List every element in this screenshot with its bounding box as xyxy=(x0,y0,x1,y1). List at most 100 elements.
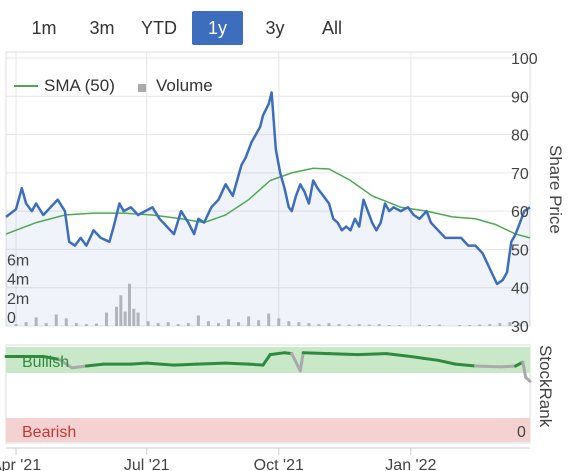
volume-bar xyxy=(478,324,482,326)
volume-bar xyxy=(518,323,522,326)
volume-bar xyxy=(417,324,421,326)
range-button-3m[interactable]: 3m xyxy=(89,18,115,38)
volume-bar xyxy=(508,322,512,326)
volume-bar xyxy=(257,320,261,326)
stockrank-segment xyxy=(384,352,413,358)
volume-bar xyxy=(216,323,220,326)
volume-bar xyxy=(428,325,432,326)
volume-axis-ticks: 0 2m 4m 6m xyxy=(7,252,29,327)
volume-bar xyxy=(277,318,281,326)
volume-bar xyxy=(377,324,381,326)
sma-line xyxy=(5,167,531,239)
volume-tick-label: 6m xyxy=(7,252,29,269)
price-tick-label: 50 xyxy=(511,242,529,259)
price-tick-label: 80 xyxy=(511,128,529,145)
price-tick-label: 30 xyxy=(511,319,529,336)
bullish-label: Bullish xyxy=(22,354,69,371)
range-button-3y[interactable]: 3y xyxy=(265,18,285,38)
volume-bar xyxy=(458,325,462,326)
stockrank-segment xyxy=(521,360,528,379)
legend-volume-label: Volume xyxy=(156,76,213,95)
volume-bar xyxy=(247,316,251,326)
price-tick-label: 100 xyxy=(511,51,538,68)
stockrank-segment xyxy=(301,351,331,356)
stockrank-segment xyxy=(129,361,149,366)
stockrank-segment xyxy=(436,358,457,366)
stockrank-segment xyxy=(422,356,440,362)
volume-bar xyxy=(64,318,68,326)
volume-bar xyxy=(44,323,48,326)
range-button-1y[interactable]: 1y xyxy=(192,11,243,45)
price-tick-label: 60 xyxy=(511,204,529,221)
stockrank-segment xyxy=(57,357,74,370)
stockrank-segment xyxy=(453,362,477,368)
volume-bar xyxy=(123,311,127,326)
volume-bar xyxy=(132,308,136,326)
range-button-1m[interactable]: 1m xyxy=(31,18,57,38)
volume-bar xyxy=(104,312,108,326)
legend-sma-label: SMA (50) xyxy=(44,76,115,95)
price-tick-label: 90 xyxy=(511,89,529,106)
volume-bar xyxy=(267,313,271,326)
stockrank-title: StockRank xyxy=(536,345,555,428)
stockrank-segment xyxy=(327,352,360,357)
volume-bar xyxy=(115,306,119,326)
volume-bar xyxy=(136,312,140,326)
volume-bar xyxy=(24,322,28,326)
volume-bar xyxy=(357,324,361,326)
volume-tick-label: 4m xyxy=(7,272,29,289)
share-price-line xyxy=(5,91,531,286)
volume-bar xyxy=(196,315,200,326)
range-selector: 1m 3m YTD 1y 3y All xyxy=(0,0,569,46)
volume-bar xyxy=(94,323,98,326)
stockrank-segment xyxy=(70,364,88,370)
range-button-ytd[interactable]: YTD xyxy=(141,18,177,38)
chart-legend: SMA (50) Volume xyxy=(14,76,213,95)
volume-bar xyxy=(176,324,180,326)
x-tick-label: Jan '22 xyxy=(385,457,436,471)
stockrank-segment xyxy=(473,364,503,369)
price-axis-ticks: 30 40 50 60 70 80 90 100 xyxy=(511,51,538,336)
volume-bar xyxy=(119,295,123,326)
volume-bar xyxy=(498,323,502,326)
volume-bar xyxy=(127,283,131,326)
volume-bar xyxy=(186,323,190,326)
volume-bar xyxy=(347,324,351,326)
range-button-all[interactable]: All xyxy=(321,18,342,38)
stockrank-segment xyxy=(261,353,272,367)
stockrank-line xyxy=(4,351,532,383)
volume-bar xyxy=(156,323,160,326)
x-tick-label: Oct '21 xyxy=(254,457,304,471)
price-tick-label: 70 xyxy=(511,166,529,183)
stockrank-segment xyxy=(145,361,176,367)
volume-bar xyxy=(227,319,231,326)
volume-bar xyxy=(488,324,492,326)
volume-bar xyxy=(307,323,311,326)
x-tick-label: Apr '21 xyxy=(0,457,41,471)
price-axis-title: Share Price xyxy=(546,145,565,234)
volume-bar xyxy=(146,321,150,326)
bearish-label: Bearish xyxy=(22,424,76,441)
stockrank-segment xyxy=(84,362,106,368)
stockrank-segment xyxy=(298,351,305,373)
volume-bar xyxy=(337,324,341,326)
volume-bar xyxy=(206,321,210,326)
volume-bar xyxy=(397,325,401,326)
volume-bar xyxy=(438,324,442,326)
stockrank-segment xyxy=(224,361,251,366)
volume-bar xyxy=(74,323,78,326)
stockrank-segment xyxy=(247,362,265,367)
volume-bar xyxy=(297,322,301,326)
x-tick-label: Jul '21 xyxy=(124,457,170,471)
stockrank-segment xyxy=(172,362,199,367)
volume-bar xyxy=(237,322,241,326)
stockrank-segment xyxy=(356,352,388,357)
grid-lines xyxy=(6,52,530,327)
stockrank-segment xyxy=(409,355,426,360)
volume-bar xyxy=(54,314,58,326)
volume-bars xyxy=(14,283,522,326)
stockrank-segment xyxy=(524,375,532,383)
volume-bar xyxy=(387,325,391,326)
main-plot-area xyxy=(5,51,531,327)
